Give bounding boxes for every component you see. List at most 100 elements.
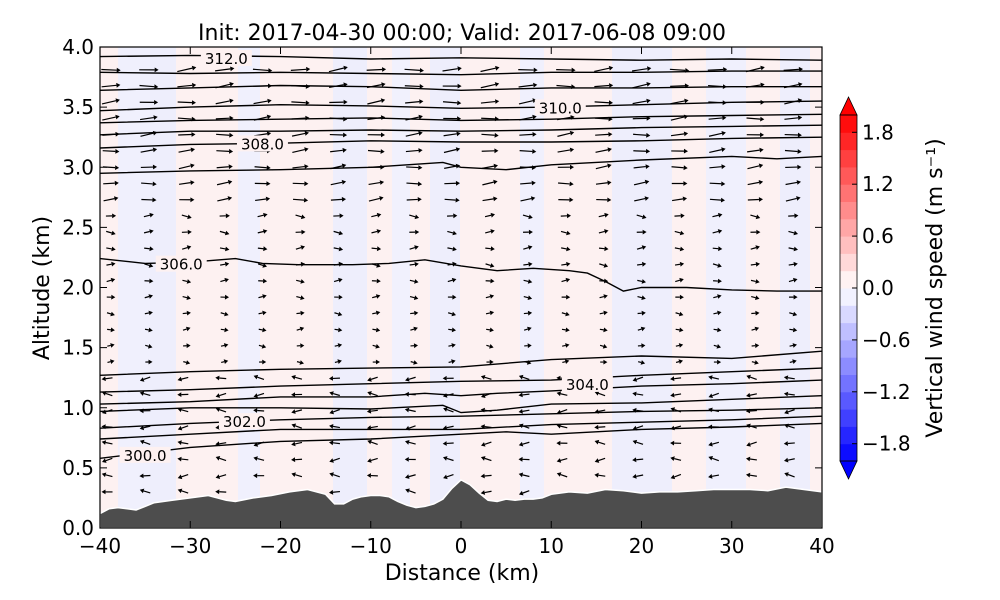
colorbar-segment xyxy=(840,339,857,358)
wind-vector-head xyxy=(645,164,650,169)
wind-vector-head xyxy=(115,165,120,170)
wind-vector xyxy=(177,67,193,73)
wind-vector-head xyxy=(481,442,486,447)
wind-vector xyxy=(636,393,644,396)
wind-vector xyxy=(370,425,378,429)
wind-vector-head xyxy=(451,277,457,283)
wind-vector xyxy=(747,181,760,186)
contour-label-bg xyxy=(534,99,586,116)
wind-vector xyxy=(519,116,533,121)
wind-vector-head xyxy=(229,115,234,121)
wind-vector-head xyxy=(375,294,381,299)
wind-vector-head xyxy=(708,393,713,398)
wind-vector-head xyxy=(405,440,410,445)
wind-vector-head xyxy=(594,472,599,478)
wind-vector-head xyxy=(646,98,651,104)
wind-vector-head xyxy=(527,343,532,349)
wind-vector-head xyxy=(717,294,722,299)
wind-vector-head xyxy=(263,278,268,284)
wind-vector-head xyxy=(594,391,600,396)
wind-vector xyxy=(484,214,492,218)
wind-vector xyxy=(291,132,306,137)
colorbar-segment xyxy=(840,322,857,341)
wind-vector-head xyxy=(338,230,344,236)
wind-vector xyxy=(713,344,718,347)
wind-vector-head xyxy=(556,375,561,381)
wind-vector xyxy=(711,441,720,445)
wind-vector-head xyxy=(640,360,646,365)
wind-vector xyxy=(330,181,343,186)
wind-vector-head xyxy=(111,261,116,267)
wind-vector-head xyxy=(253,456,258,461)
wind-vector xyxy=(370,376,378,380)
wind-vector-head xyxy=(114,196,119,201)
wind-vector-head xyxy=(306,66,311,72)
wind-vector-head xyxy=(291,423,297,428)
wind-vector xyxy=(636,441,644,445)
wind-vector-head xyxy=(569,130,575,136)
wind-vector-head xyxy=(607,147,612,153)
wind-vector xyxy=(178,165,191,170)
wind-vector xyxy=(675,344,680,347)
wind-vector xyxy=(370,457,378,462)
wind-vector xyxy=(296,279,302,283)
wind-vector xyxy=(220,344,225,347)
wind-vector xyxy=(257,214,264,218)
wind-vector-head xyxy=(367,391,372,396)
wind-vector xyxy=(522,214,530,218)
wind-vector xyxy=(444,198,456,201)
wind-vector xyxy=(712,247,719,250)
wind-vector-head xyxy=(305,100,310,106)
chart-title: Init: 2017-04-30 00:00; Valid: 2017-06-0… xyxy=(198,21,726,46)
wind-vector xyxy=(183,361,187,364)
wind-vector xyxy=(181,409,189,413)
wind-vector-head xyxy=(526,360,532,365)
wind-vector-head xyxy=(518,392,523,398)
wind-vector xyxy=(368,181,381,185)
wind-vector-head xyxy=(110,343,115,348)
wind-vector-head xyxy=(565,327,570,333)
wind-vector xyxy=(785,197,797,202)
wind-vector-head xyxy=(191,65,197,71)
wind-vector-head xyxy=(375,344,380,349)
wind-vector xyxy=(712,263,719,266)
wind-vector-head xyxy=(480,490,486,495)
wind-vector-head xyxy=(337,311,343,317)
wind-vector-head xyxy=(414,245,419,250)
wind-vector xyxy=(594,67,610,73)
wind-vector-head xyxy=(177,456,182,462)
wind-vector-head xyxy=(304,131,309,136)
wind-vector xyxy=(332,409,340,413)
wind-vector-head xyxy=(101,440,107,445)
wind-vector xyxy=(637,361,642,364)
wind-vector-head xyxy=(494,132,499,138)
contour-line xyxy=(100,124,822,136)
wind-vector xyxy=(410,361,414,364)
wind-vector-head xyxy=(569,181,574,187)
wind-vector xyxy=(522,474,530,478)
wind-vector xyxy=(675,279,681,283)
wind-vector-head xyxy=(608,116,613,122)
wind-vector-head xyxy=(300,310,305,316)
wind-vector xyxy=(406,182,419,185)
wind-vector-head xyxy=(418,148,423,153)
wind-vector-head xyxy=(116,82,121,88)
wind-vector xyxy=(258,344,263,347)
wind-vector-head xyxy=(404,457,409,462)
wind-vector-head xyxy=(329,472,334,477)
colorbar-segment xyxy=(840,253,857,272)
wind-vector-head xyxy=(343,82,348,88)
wind-vector-head xyxy=(418,114,423,120)
wind-vector-head xyxy=(414,279,419,284)
wind-vector-head xyxy=(718,246,723,252)
contour-line xyxy=(100,70,822,76)
wind-vector-head xyxy=(670,474,676,480)
wind-vector-head xyxy=(746,374,751,380)
wind-vector-head xyxy=(566,261,571,267)
wind-vector-head xyxy=(148,263,154,268)
wind-vector xyxy=(372,295,377,299)
wind-vector xyxy=(674,230,681,234)
wind-vector-head xyxy=(723,67,728,72)
contour-label-bg xyxy=(218,413,270,430)
wind-vector-head xyxy=(717,229,723,234)
